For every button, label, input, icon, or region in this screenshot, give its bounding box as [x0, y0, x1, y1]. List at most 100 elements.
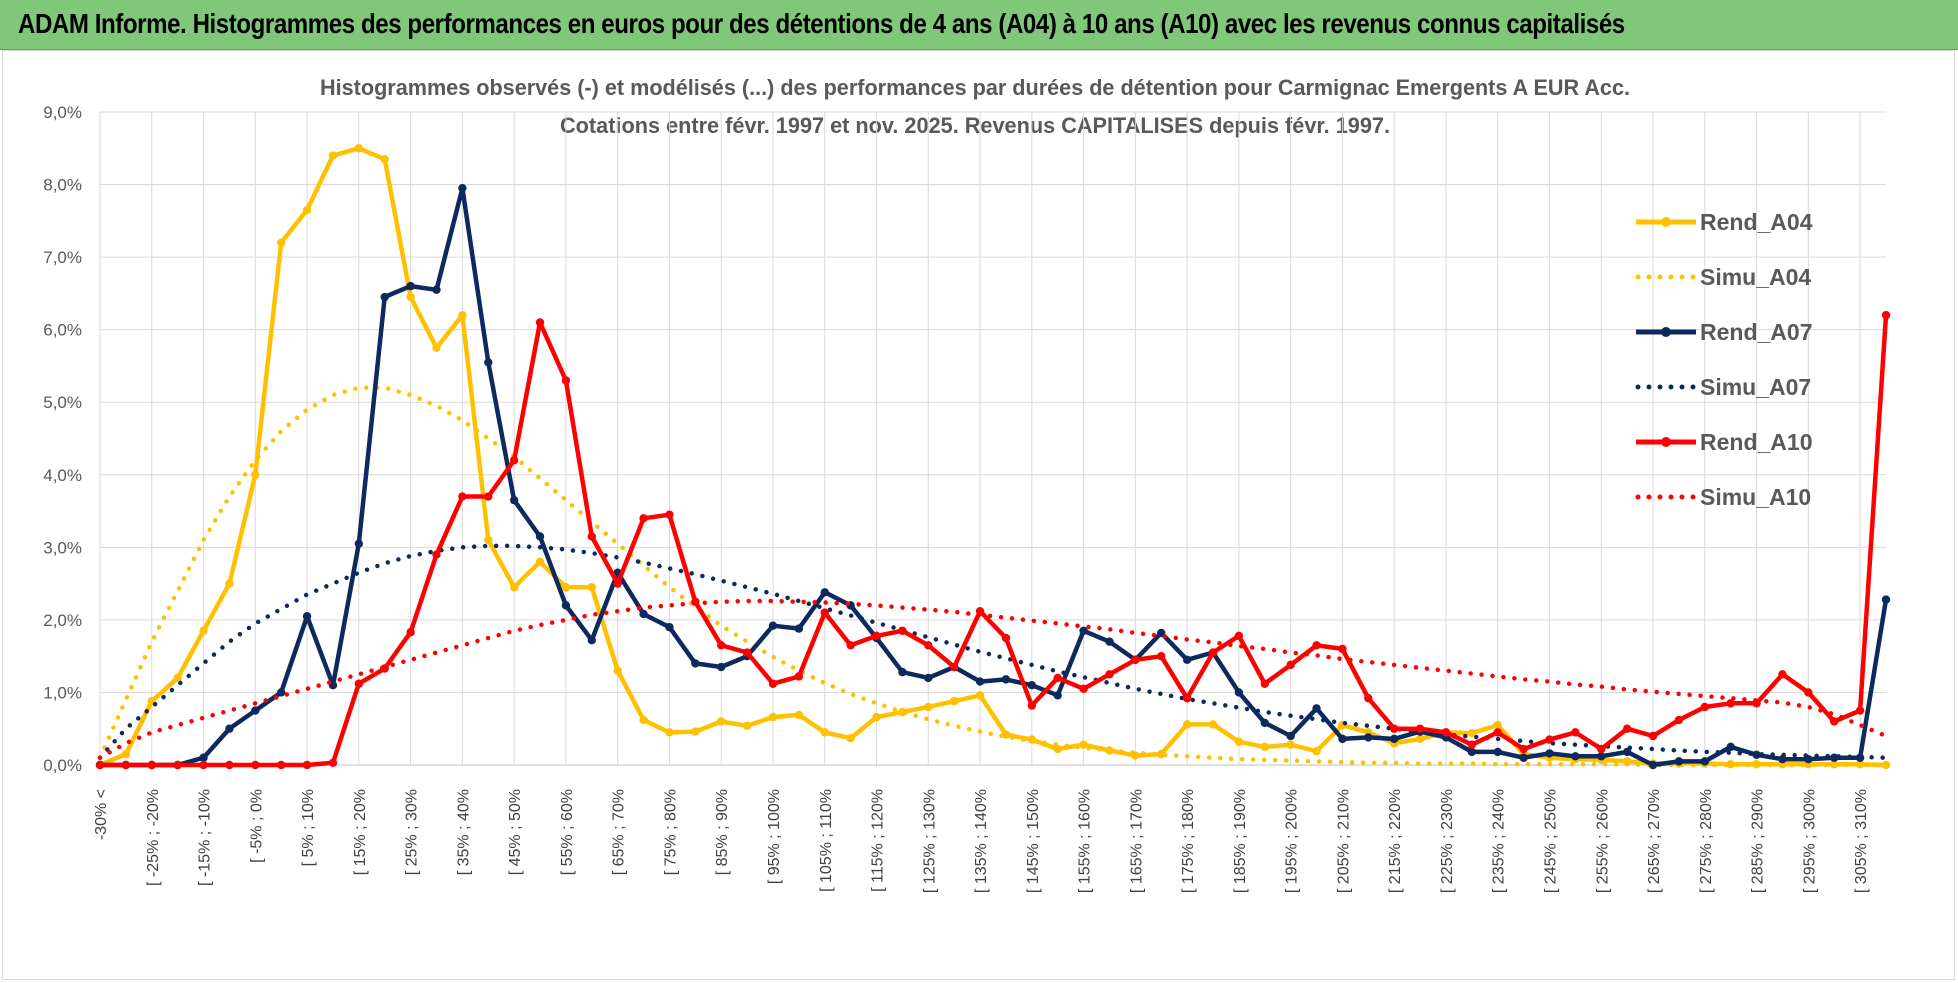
legend: Rend_A04 Simu_A04 Rend_A07 Simu_A07 Rend_A10… [1635, 209, 1813, 510]
data-point [1493, 720, 1502, 730]
data-point [691, 659, 700, 668]
y-tick-label: 6,0% [43, 321, 82, 340]
data-point [1338, 734, 1347, 744]
data-point [1053, 744, 1062, 754]
data-point [199, 626, 208, 635]
data-point [1467, 728, 1477, 738]
data-point [1105, 670, 1114, 679]
series-line [97, 385, 1889, 768]
x-axis: -30% < [ -25% ; -20% [ -15% ; -10% [ -5% ; … [93, 764, 1886, 893]
series-line [99, 146, 1887, 768]
y-axis: 0,0% 1,0% 2,0% 3,0% 4,0% 5,0% 6,0% 7,0% 8,0% 9,0% [43, 103, 82, 775]
data-point [794, 710, 804, 720]
legend-marker [1661, 217, 1671, 227]
data-point [225, 760, 234, 770]
series-line [97, 543, 1889, 760]
data-point [1597, 752, 1606, 761]
data-point [1312, 641, 1321, 650]
data-point [1079, 740, 1088, 749]
data-point [432, 285, 441, 294]
data-point [924, 702, 933, 712]
x-tick-label: [ 65% ; 70% [611, 789, 628, 875]
data-point [458, 310, 467, 320]
data-point [147, 760, 156, 770]
data-point [846, 641, 855, 650]
report-title: ADAM Informe. Histogrammes des performan… [18, 8, 1625, 39]
legend-label: Rend_A07 [1700, 319, 1812, 345]
data-point [1182, 655, 1192, 664]
data-point [1079, 684, 1088, 694]
report-banner: ADAM Informe. Histogrammes des performan… [0, 0, 1958, 50]
series-simu-a07 [97, 543, 1889, 760]
x-tick-label: [ 255% ; 260% [1594, 789, 1611, 893]
data-point [1519, 753, 1528, 762]
data-point [1545, 749, 1554, 758]
data-point [1571, 752, 1580, 761]
data-point [1597, 744, 1606, 754]
data-point [354, 144, 364, 153]
data-point [742, 648, 752, 657]
data-point [639, 715, 648, 725]
data-point [665, 622, 674, 632]
data-point [1260, 718, 1269, 728]
data-point [1493, 747, 1502, 757]
data-point [1855, 706, 1865, 715]
data-point [1778, 754, 1787, 764]
data-point [1157, 651, 1166, 661]
data-point [276, 238, 286, 247]
x-tick-label: [ 95% ; 100% [766, 789, 783, 884]
data-point [509, 495, 519, 505]
data-point [354, 679, 364, 688]
y-tick-label: 1,0% [43, 683, 82, 702]
data-point [1493, 728, 1502, 737]
data-point [665, 510, 674, 519]
data-point [1700, 757, 1710, 766]
data-point [1648, 731, 1658, 741]
x-tick-label: [ 105% ; 110% [818, 789, 835, 892]
y-tick-label: 0,0% [43, 756, 82, 775]
data-point [121, 760, 131, 770]
data-point [639, 514, 648, 523]
data-point [1001, 675, 1011, 684]
data-point [1390, 724, 1399, 733]
data-point [820, 608, 829, 617]
series-line [100, 315, 1889, 768]
data-point [406, 281, 415, 291]
data-point [251, 706, 260, 715]
x-tick-label: [ 305% ; 310% [1853, 789, 1870, 893]
y-tick-label: 9,0% [43, 103, 82, 122]
data-point [717, 717, 726, 726]
data-point [1364, 694, 1373, 703]
data-point [1415, 734, 1425, 744]
data-point [794, 624, 804, 633]
data-point [768, 712, 778, 722]
data-point [1390, 734, 1399, 744]
data-point [1105, 637, 1114, 646]
data-point [1182, 694, 1192, 703]
data-point [1674, 757, 1684, 766]
data-point [1830, 753, 1839, 762]
data-point [717, 641, 726, 650]
data-point [1286, 660, 1295, 670]
legend-marker [1661, 327, 1671, 337]
x-tick-label: [ 245% ; 250% [1543, 789, 1560, 893]
data-point [1001, 633, 1011, 643]
data-point [484, 358, 493, 367]
series-line [100, 185, 1889, 768]
data-point [898, 626, 907, 635]
x-tick-label: [ 205% ; 210% [1335, 789, 1352, 893]
x-tick-label: [ 215% ; 220% [1387, 789, 1404, 893]
data-point [354, 539, 364, 548]
data-point [328, 151, 338, 160]
histogram-chart: Histogrammes observés (-) et modélisés (… [43, 75, 1891, 893]
legend-marker [1661, 437, 1671, 447]
data-point [1648, 760, 1658, 770]
x-tick-label: [ 175% ; 180% [1180, 789, 1197, 893]
data-point [121, 749, 131, 759]
data-point [1001, 730, 1011, 739]
data-point [1830, 717, 1839, 726]
chart-title-line-2: Cotations entre févr. 1997 et nov. 2025.… [560, 113, 1390, 138]
x-tick-label: [ 155% ; 160% [1077, 789, 1094, 893]
data-point [458, 183, 467, 193]
data-point [1700, 702, 1710, 712]
